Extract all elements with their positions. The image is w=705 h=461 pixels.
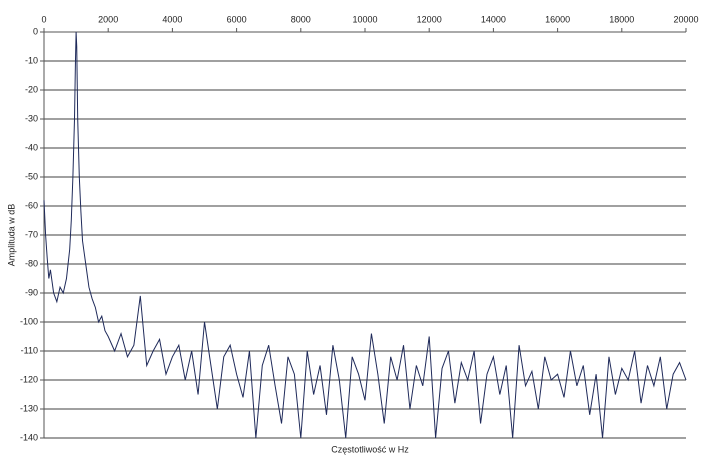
x-tick-label: 6000 — [227, 14, 247, 24]
y-tick-label: -10 — [25, 55, 38, 65]
x-tick-label: 0 — [41, 14, 46, 24]
y-tick-label: -120 — [20, 374, 38, 384]
x-tick-label: 16000 — [545, 14, 570, 24]
y-tick-label: -100 — [20, 316, 38, 326]
x-axis-label: Częstotliwość w Hz — [331, 444, 409, 454]
x-tick-label: 2000 — [98, 14, 118, 24]
y-tick-label: -20 — [25, 84, 38, 94]
y-axis-label: Amplituda w dB — [6, 204, 16, 267]
y-tick-label: -110 — [21, 345, 38, 355]
y-tick-label: -50 — [25, 171, 38, 181]
x-tick-label: 12000 — [417, 14, 442, 24]
y-tick-label: -130 — [20, 403, 38, 413]
y-tick-label: 0 — [33, 26, 38, 36]
x-tick-label: 18000 — [609, 14, 634, 24]
y-tick-label: -70 — [25, 229, 38, 239]
x-tick-label: 14000 — [481, 14, 506, 24]
y-tick-label: -60 — [25, 200, 38, 210]
y-tick-label: -90 — [25, 287, 38, 297]
x-tick-label: 8000 — [291, 14, 311, 24]
y-tick-label: -30 — [25, 113, 38, 123]
y-tick-label: -80 — [25, 258, 38, 268]
x-tick-label: 10000 — [352, 14, 377, 24]
x-tick-label: 4000 — [162, 14, 182, 24]
y-tick-label: -140 — [20, 432, 38, 442]
y-tick-label: -40 — [25, 142, 38, 152]
x-tick-label: 20000 — [673, 14, 698, 24]
spectrum-line — [43, 31, 687, 439]
